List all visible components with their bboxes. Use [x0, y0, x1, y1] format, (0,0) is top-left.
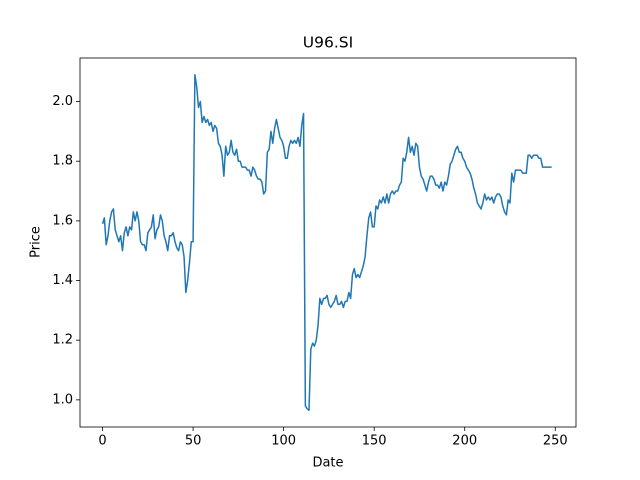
- plot-frame: [79, 57, 577, 428]
- y-tick-label: 1.6: [52, 213, 73, 228]
- x-tick-label: 0: [98, 434, 106, 449]
- y-tick-label: 2.0: [52, 94, 73, 109]
- y-tick-label: 1.0: [52, 392, 73, 407]
- x-tick-label: 250: [543, 434, 568, 449]
- x-tick-label: 150: [362, 434, 387, 449]
- x-axis-label: Date: [312, 456, 343, 471]
- y-tick-label: 1.2: [52, 333, 73, 348]
- x-tick-label: 100: [271, 434, 296, 449]
- x-tick-label: 50: [185, 434, 202, 449]
- y-tick-label: 1.4: [52, 273, 73, 288]
- price-line: [101, 73, 552, 412]
- chart-title: U96.SI: [303, 34, 353, 52]
- x-tick-label: 200: [452, 434, 477, 449]
- y-tick-label: 1.8: [52, 154, 73, 169]
- y-axis-label: Price: [29, 226, 44, 258]
